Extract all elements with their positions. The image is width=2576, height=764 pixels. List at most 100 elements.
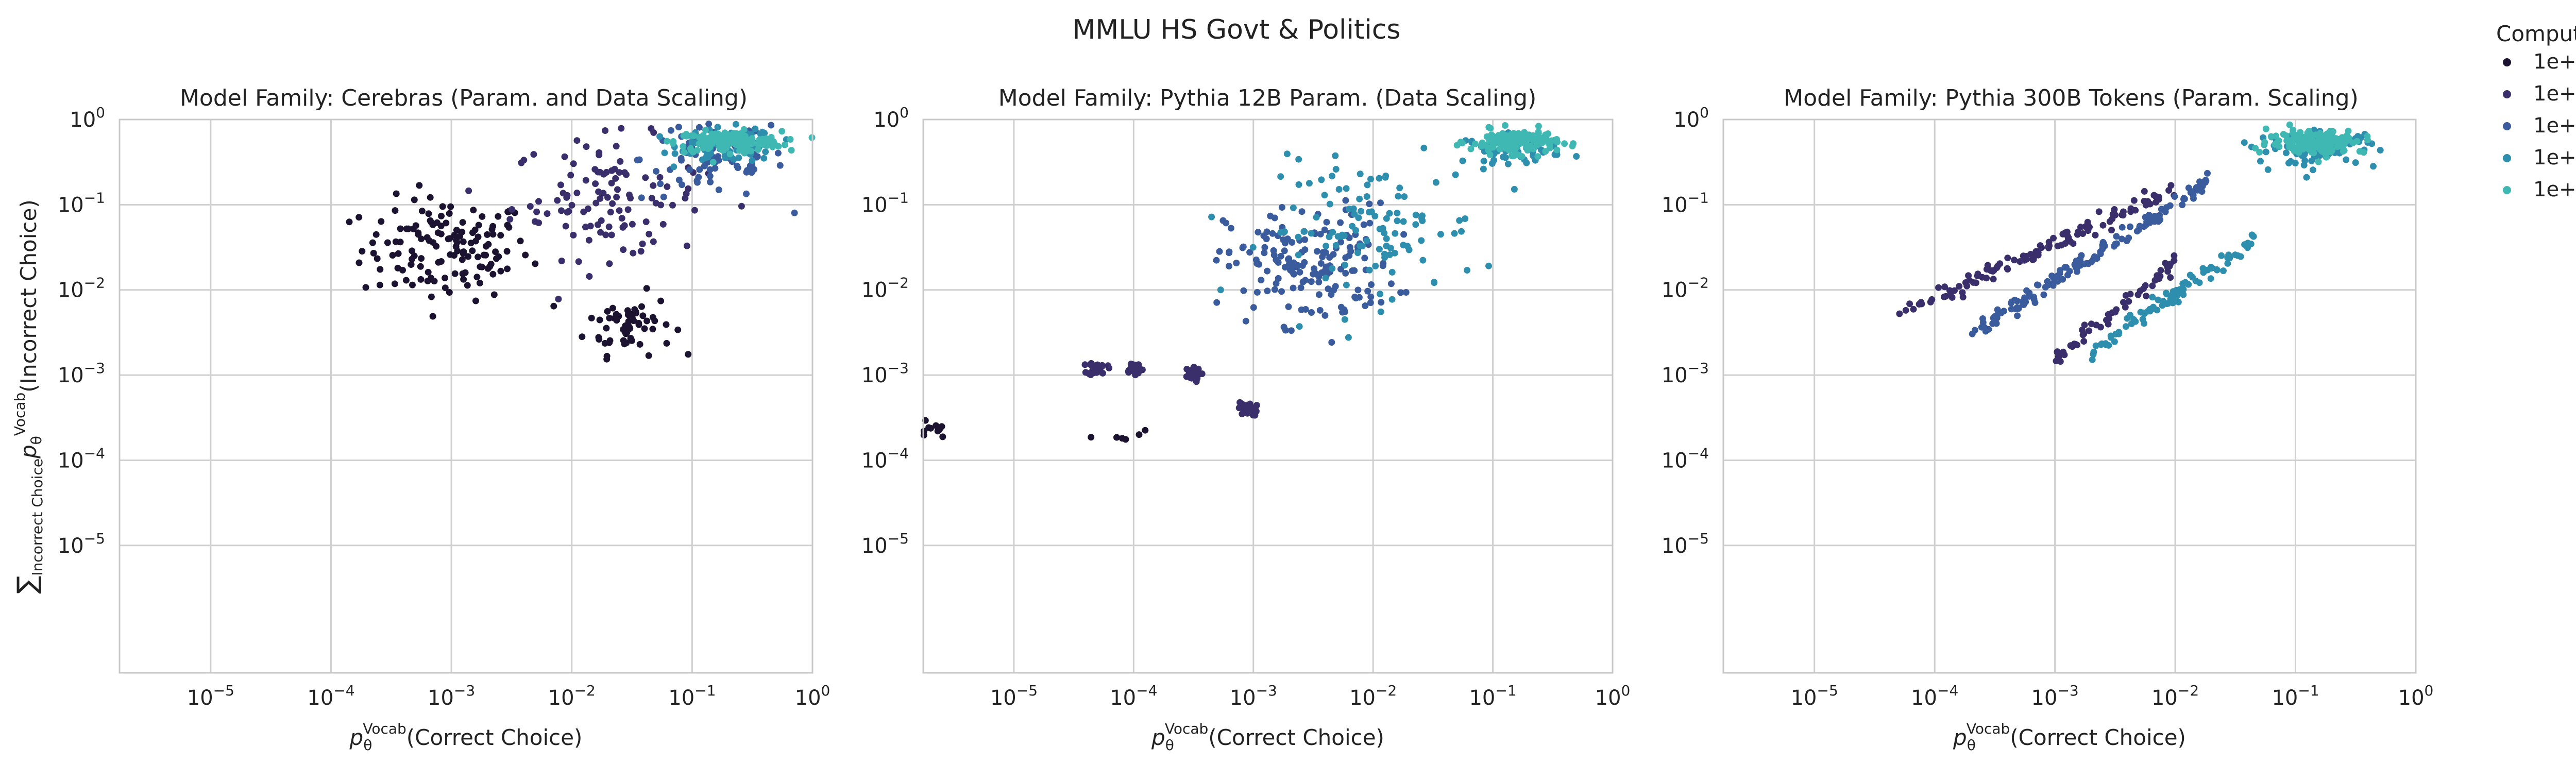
data-point — [2066, 237, 2074, 245]
data-point — [462, 269, 469, 276]
data-point — [2297, 129, 2304, 136]
y-tick-label: 10−1 — [58, 189, 105, 217]
data-point — [624, 206, 632, 213]
data-point — [437, 258, 445, 265]
data-point — [2106, 218, 2113, 225]
data-point — [2143, 293, 2150, 300]
data-point — [927, 425, 935, 432]
data-point — [1386, 251, 1393, 258]
data-point — [2149, 282, 2156, 290]
data-point — [378, 218, 385, 225]
data-point — [689, 132, 696, 139]
data-point — [749, 157, 756, 164]
data-point — [474, 253, 482, 261]
data-point — [1485, 262, 1492, 269]
data-point — [2171, 252, 2178, 259]
data-point — [1517, 139, 1524, 146]
panel-3-grid — [1723, 118, 2417, 673]
data-point — [2207, 275, 2214, 282]
data-point — [2149, 294, 2156, 301]
x-tick-label: 10−2 — [1349, 682, 1397, 710]
x-tick-label: 10−4 — [1110, 682, 1157, 710]
data-point — [2180, 291, 2187, 298]
data-point — [1308, 309, 1315, 316]
data-point — [374, 255, 381, 262]
data-point — [1287, 327, 1295, 334]
data-point — [670, 163, 677, 171]
data-point — [687, 146, 694, 154]
data-point — [2176, 286, 2183, 293]
data-point — [2171, 193, 2178, 200]
data-point — [1376, 246, 1383, 253]
data-point — [1983, 266, 1990, 273]
data-point — [1480, 158, 1487, 165]
data-point — [1317, 260, 1325, 267]
data-point — [1351, 294, 1359, 300]
data-point — [497, 232, 504, 239]
data-point — [2089, 356, 2096, 363]
panel-2-frame — [922, 118, 1614, 674]
data-point — [1296, 268, 1303, 276]
data-point — [714, 124, 721, 131]
data-point — [602, 127, 609, 134]
panel-2-ticks: 10−5 10−4 10−3 10−2 10−1 100 100 10−1 10−2 10−3 10… — [861, 104, 1631, 754]
data-point — [677, 155, 685, 162]
data-point — [743, 190, 750, 197]
data-point — [604, 308, 611, 315]
data-point — [567, 172, 574, 179]
data-point — [1387, 280, 1395, 287]
data-point — [2145, 212, 2153, 218]
data-point — [1263, 235, 1270, 243]
data-point — [1896, 310, 1903, 317]
data-point — [749, 135, 756, 142]
data-point — [2157, 273, 2164, 280]
panel-3-frame — [1722, 118, 2417, 674]
data-point — [606, 314, 613, 321]
data-point — [2308, 157, 2315, 164]
data-point — [2013, 297, 2021, 304]
data-point — [417, 263, 424, 270]
data-point — [643, 317, 651, 325]
data-point — [936, 426, 943, 433]
data-point — [2016, 258, 2024, 265]
data-point — [1264, 267, 1271, 275]
data-point — [649, 326, 656, 333]
data-point — [1368, 281, 1375, 288]
data-point — [2080, 330, 2088, 337]
data-point — [710, 134, 717, 141]
data-point — [642, 218, 650, 225]
data-point — [1548, 137, 1555, 144]
data-point — [418, 235, 425, 243]
data-point — [1142, 427, 1149, 434]
data-point — [1367, 299, 1374, 307]
data-point — [606, 260, 613, 267]
data-point — [484, 231, 491, 238]
data-point — [747, 162, 754, 169]
data-point — [393, 190, 400, 197]
data-point — [370, 249, 377, 257]
data-point — [579, 333, 586, 341]
data-point — [2080, 338, 2088, 345]
data-point — [2092, 231, 2099, 239]
data-point — [2053, 358, 2060, 365]
data-point — [2144, 198, 2151, 205]
data-point — [2141, 188, 2148, 195]
data-point — [532, 260, 539, 267]
data-point — [1354, 286, 1362, 294]
data-point — [1993, 314, 2001, 321]
data-point — [453, 227, 460, 234]
data-point — [585, 236, 592, 244]
data-point — [1289, 265, 1296, 273]
data-point — [509, 206, 515, 213]
data-point — [1246, 249, 1253, 256]
data-point — [671, 150, 679, 157]
data-point — [2056, 352, 2063, 360]
data-point — [629, 220, 636, 228]
data-point — [1338, 231, 1346, 239]
data-point — [568, 201, 575, 209]
data-point — [619, 224, 626, 231]
data-point — [1383, 235, 1390, 242]
data-point — [445, 235, 452, 243]
data-point — [2137, 287, 2144, 295]
data-point — [1993, 320, 2000, 327]
